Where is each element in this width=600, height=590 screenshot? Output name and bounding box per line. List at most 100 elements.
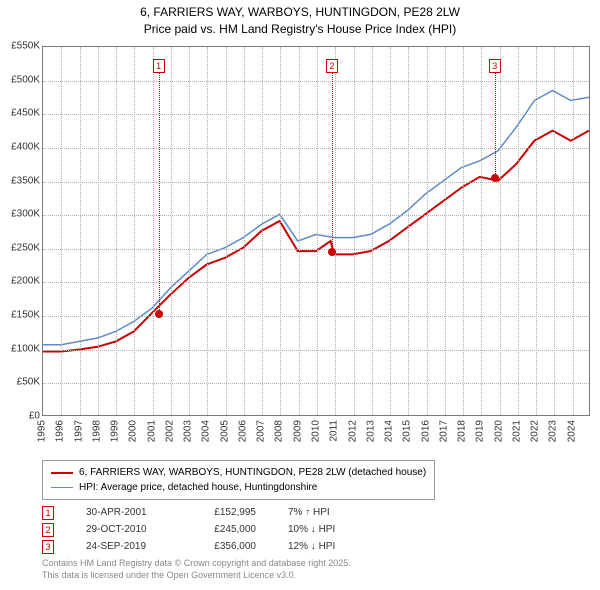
x-tick-label: 2021 bbox=[511, 420, 522, 442]
x-tick-label: 2009 bbox=[292, 420, 303, 442]
x-tick-label: 2012 bbox=[347, 420, 358, 442]
gridline-v bbox=[408, 47, 409, 415]
gridline-h bbox=[43, 148, 589, 149]
y-tick-label: £150K bbox=[0, 310, 40, 321]
x-tick-label: 1995 bbox=[37, 420, 48, 442]
marker-pct-1: 7% ↑ HPI bbox=[288, 504, 378, 521]
x-tick-label: 2001 bbox=[146, 420, 157, 442]
gridline-v bbox=[207, 47, 208, 415]
title-line-1: 6, FARRIERS WAY, WARBOYS, HUNTINGDON, PE… bbox=[0, 4, 600, 21]
marker-row-1: 1 30-APR-2001 £152,995 7% ↑ HPI bbox=[42, 504, 378, 521]
legend-swatch-1 bbox=[51, 472, 73, 474]
x-tick-label: 2002 bbox=[164, 420, 175, 442]
gridline-v bbox=[299, 47, 300, 415]
marker-box-1: 1 bbox=[153, 59, 165, 73]
x-tick-label: 2013 bbox=[365, 420, 376, 442]
series-line-price_paid bbox=[43, 131, 589, 352]
y-tick-label: £350K bbox=[0, 175, 40, 186]
legend-item-1: 6, FARRIERS WAY, WARBOYS, HUNTINGDON, PE… bbox=[51, 465, 426, 480]
gridline-v bbox=[262, 47, 263, 415]
gridline-v bbox=[226, 47, 227, 415]
y-tick-label: £300K bbox=[0, 209, 40, 220]
y-tick-label: £50K bbox=[0, 377, 40, 388]
legend: 6, FARRIERS WAY, WARBOYS, HUNTINGDON, PE… bbox=[42, 460, 435, 500]
gridline-v bbox=[171, 47, 172, 415]
x-tick-label: 2004 bbox=[201, 420, 212, 442]
x-tick-label: 2006 bbox=[237, 420, 248, 442]
gridline-h bbox=[43, 249, 589, 250]
x-tick-label: 2024 bbox=[566, 420, 577, 442]
gridline-h bbox=[43, 114, 589, 115]
marker-table: 1 30-APR-2001 £152,995 7% ↑ HPI 2 29-OCT… bbox=[42, 504, 378, 555]
gridline-v bbox=[481, 47, 482, 415]
x-tick-label: 2007 bbox=[256, 420, 267, 442]
gridline-v bbox=[317, 47, 318, 415]
x-tick-label: 2000 bbox=[128, 420, 139, 442]
x-tick-label: 2022 bbox=[530, 420, 541, 442]
marker-date-2: 29-OCT-2010 bbox=[86, 521, 164, 538]
gridline-v bbox=[98, 47, 99, 415]
gridline-v bbox=[463, 47, 464, 415]
footer-line-1: Contains HM Land Registry data © Crown c… bbox=[42, 558, 351, 570]
y-tick-label: £450K bbox=[0, 108, 40, 119]
x-tick-label: 1997 bbox=[73, 420, 84, 442]
chart-plot-area: 123 bbox=[42, 46, 590, 416]
marker-dot-2 bbox=[328, 248, 336, 256]
marker-id-box-1: 1 bbox=[42, 506, 54, 520]
gridline-h bbox=[43, 383, 589, 384]
x-tick-label: 2014 bbox=[384, 420, 395, 442]
x-tick-label: 2023 bbox=[548, 420, 559, 442]
gridline-v bbox=[189, 47, 190, 415]
gridline-v bbox=[116, 47, 117, 415]
legend-label-1: 6, FARRIERS WAY, WARBOYS, HUNTINGDON, PE… bbox=[79, 465, 426, 480]
gridline-h bbox=[43, 350, 589, 351]
gridline-v bbox=[372, 47, 373, 415]
gridline-v bbox=[335, 47, 336, 415]
marker-row-3: 3 24-SEP-2019 £356,000 12% ↓ HPI bbox=[42, 538, 378, 555]
marker-id-box-3: 3 bbox=[42, 540, 54, 554]
x-tick-label: 2015 bbox=[402, 420, 413, 442]
gridline-v bbox=[244, 47, 245, 415]
gridline-h bbox=[43, 182, 589, 183]
marker-price-1: £152,995 bbox=[196, 504, 256, 521]
gridline-v bbox=[536, 47, 537, 415]
gridline-v bbox=[280, 47, 281, 415]
gridline-v bbox=[518, 47, 519, 415]
marker-line-3 bbox=[495, 73, 496, 178]
title-line-2: Price paid vs. HM Land Registry's House … bbox=[0, 21, 600, 38]
legend-swatch-2 bbox=[51, 487, 73, 488]
marker-box-3: 3 bbox=[489, 59, 501, 73]
gridline-v bbox=[61, 47, 62, 415]
gridline-h bbox=[43, 81, 589, 82]
gridline-v bbox=[134, 47, 135, 415]
gridline-h bbox=[43, 282, 589, 283]
x-tick-label: 2017 bbox=[438, 420, 449, 442]
x-tick-label: 2003 bbox=[183, 420, 194, 442]
x-tick-label: 2011 bbox=[329, 420, 340, 442]
gridline-v bbox=[573, 47, 574, 415]
gridline-v bbox=[153, 47, 154, 415]
title-block: 6, FARRIERS WAY, WARBOYS, HUNTINGDON, PE… bbox=[0, 0, 600, 38]
marker-date-1: 30-APR-2001 bbox=[86, 504, 164, 521]
series-line-hpi bbox=[43, 90, 589, 344]
marker-pct-3: 12% ↓ HPI bbox=[288, 538, 378, 555]
marker-line-1 bbox=[159, 73, 160, 314]
gridline-v bbox=[80, 47, 81, 415]
y-tick-label: £250K bbox=[0, 242, 40, 253]
y-tick-label: £400K bbox=[0, 141, 40, 152]
x-tick-label: 2019 bbox=[475, 420, 486, 442]
x-tick-label: 1998 bbox=[91, 420, 102, 442]
marker-line-2 bbox=[332, 73, 333, 252]
x-tick-label: 1999 bbox=[110, 420, 121, 442]
gridline-v bbox=[390, 47, 391, 415]
gridline-v bbox=[445, 47, 446, 415]
x-tick-label: 2010 bbox=[311, 420, 322, 442]
x-tick-label: 2016 bbox=[420, 420, 431, 442]
x-tick-label: 2005 bbox=[219, 420, 230, 442]
x-tick-label: 1996 bbox=[55, 420, 66, 442]
legend-label-2: HPI: Average price, detached house, Hunt… bbox=[79, 480, 317, 495]
gridline-v bbox=[354, 47, 355, 415]
marker-id-box-2: 2 bbox=[42, 523, 54, 537]
gridline-v bbox=[554, 47, 555, 415]
footer-line-2: This data is licensed under the Open Gov… bbox=[42, 570, 351, 582]
